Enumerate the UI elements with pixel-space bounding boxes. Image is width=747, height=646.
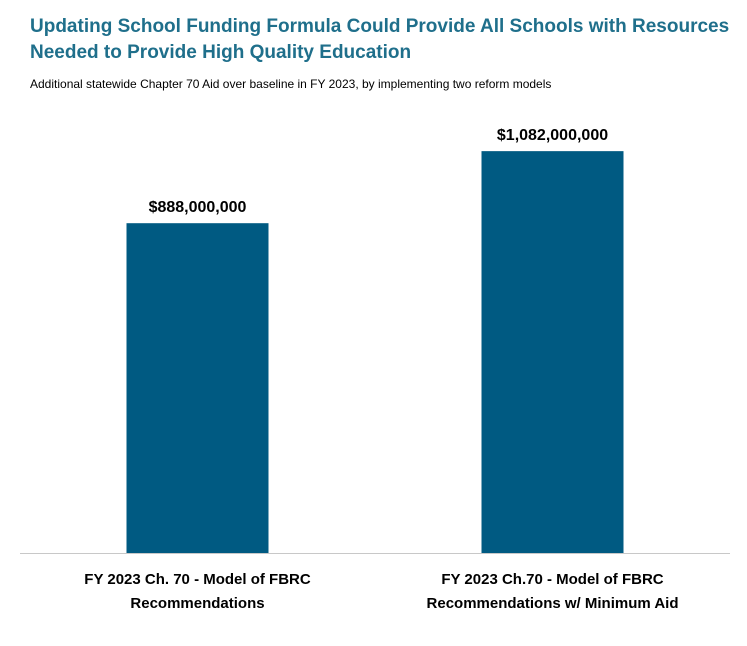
category-label-1-line-1: FY 2023 Ch. 70 - Model of FBRC <box>84 571 311 588</box>
category-label-2-line-2: Recommendations w/ Minimum Aid <box>427 595 679 612</box>
category-label-2-line-1: FY 2023 Ch.70 - Model of FBRC <box>441 571 663 588</box>
data-label-1: $888,000,000 <box>149 199 247 216</box>
chart-subtitle: Additional statewide Chapter 70 Aid over… <box>30 77 552 91</box>
bar-1 <box>126 223 269 554</box>
category-label-1-line-2: Recommendations <box>130 595 264 612</box>
bar-2 <box>481 151 624 553</box>
chart-title: Updating School Funding Formula Could Pr… <box>30 16 730 63</box>
data-label-2: $1,082,000,000 <box>497 127 608 144</box>
